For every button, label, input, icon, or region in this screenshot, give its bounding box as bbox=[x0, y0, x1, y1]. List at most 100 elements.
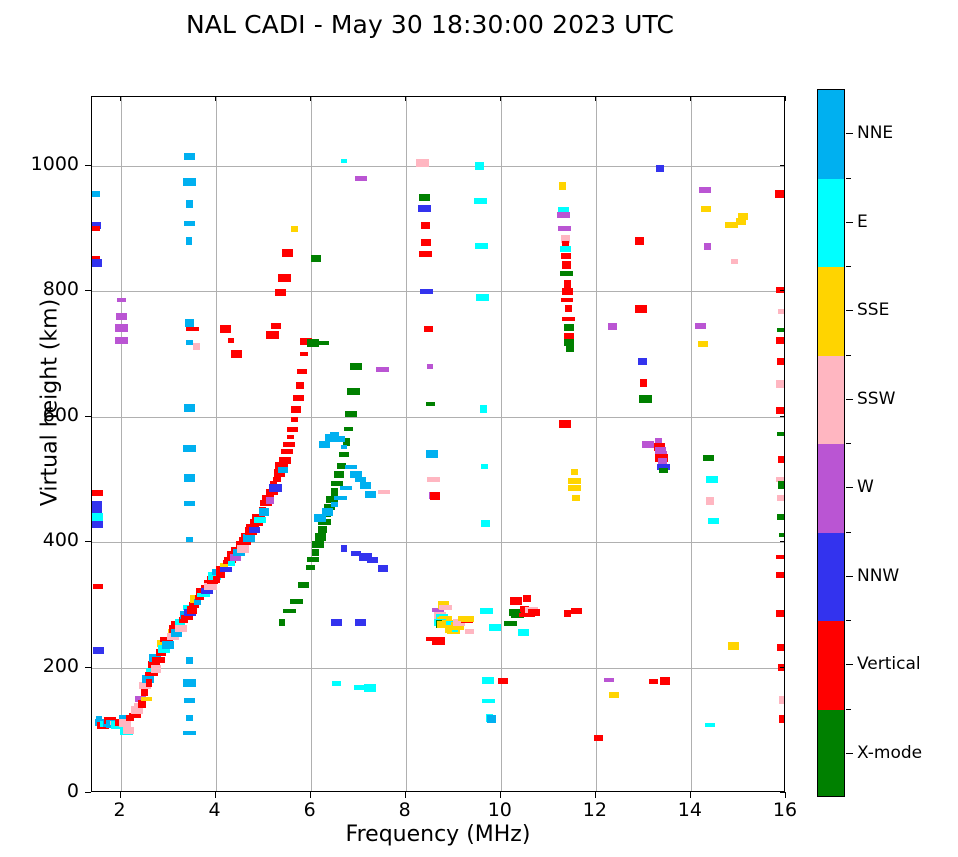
echo-point bbox=[279, 618, 286, 627]
echo-point bbox=[324, 504, 336, 510]
echo-point bbox=[311, 548, 319, 556]
y-tick-label: 400 bbox=[42, 529, 79, 552]
echo-point bbox=[510, 611, 524, 619]
echo-point bbox=[321, 508, 333, 516]
echo-point bbox=[564, 324, 575, 332]
echo-point bbox=[565, 344, 575, 352]
echo-point bbox=[366, 556, 379, 563]
echo-point bbox=[637, 357, 648, 366]
echo-point bbox=[183, 474, 196, 482]
echo-point bbox=[92, 259, 102, 267]
echo-point bbox=[186, 340, 193, 346]
x-tick-label: 2 bbox=[113, 799, 126, 821]
echo-point bbox=[421, 222, 431, 229]
echo-point bbox=[557, 211, 570, 219]
echo-point bbox=[655, 438, 663, 446]
y-tick-right bbox=[780, 165, 785, 166]
x-tick-label: 14 bbox=[677, 799, 702, 821]
echo-point bbox=[608, 692, 620, 699]
echo-point bbox=[286, 426, 299, 433]
echo-point bbox=[703, 455, 715, 462]
echo-point bbox=[364, 683, 377, 692]
echo-point bbox=[119, 718, 132, 727]
echo-point bbox=[186, 714, 193, 721]
echo-point bbox=[480, 405, 487, 414]
echo-point bbox=[558, 182, 567, 190]
echo-point bbox=[698, 340, 708, 348]
echo-point bbox=[568, 477, 581, 484]
echo-point bbox=[345, 411, 357, 418]
echo-point bbox=[461, 615, 474, 622]
echo-point bbox=[128, 712, 141, 718]
echo-point bbox=[475, 162, 484, 170]
echo-point bbox=[558, 225, 571, 232]
echo-point bbox=[344, 427, 354, 432]
echo-point bbox=[561, 316, 575, 322]
echo-point bbox=[331, 618, 343, 627]
echo-point bbox=[300, 337, 312, 346]
echo-point bbox=[779, 715, 784, 723]
echo-point bbox=[561, 234, 570, 243]
echo-point bbox=[731, 258, 739, 265]
colorbar-tick bbox=[846, 310, 853, 312]
echo-point bbox=[700, 205, 712, 212]
echo-point bbox=[561, 253, 572, 260]
echo-point bbox=[568, 485, 581, 492]
echo-point bbox=[642, 440, 655, 449]
echo-point bbox=[649, 679, 659, 684]
x-tick-label: 8 bbox=[398, 799, 411, 821]
echo-point bbox=[227, 337, 234, 343]
colorbar-tick bbox=[846, 221, 853, 223]
x-axis-title: Frequency (MHz) bbox=[345, 822, 531, 847]
x-tick bbox=[499, 792, 501, 798]
echo-point bbox=[330, 480, 343, 486]
echo-point bbox=[93, 646, 104, 654]
echo-point bbox=[141, 696, 153, 702]
echo-point bbox=[151, 665, 161, 673]
echo-point bbox=[425, 450, 439, 459]
gridline-horizontal bbox=[92, 291, 784, 293]
echo-point bbox=[185, 656, 194, 664]
echo-point bbox=[319, 440, 331, 448]
echo-point bbox=[558, 420, 572, 429]
echo-point bbox=[291, 225, 299, 232]
echo-point bbox=[273, 476, 282, 483]
echo-point bbox=[183, 679, 196, 688]
echo-point bbox=[777, 513, 784, 521]
echo-point bbox=[464, 628, 475, 634]
echo-point bbox=[359, 482, 372, 490]
echo-point bbox=[706, 476, 719, 483]
colorbar-segment-nnw bbox=[818, 532, 844, 622]
colorbar-label-nne: NNE bbox=[857, 123, 894, 144]
x-tick bbox=[785, 792, 786, 798]
echo-point bbox=[561, 287, 573, 296]
echo-point bbox=[194, 594, 205, 600]
echo-point bbox=[476, 293, 490, 302]
echo-point bbox=[215, 571, 226, 579]
echo-point bbox=[333, 470, 345, 479]
echo-point bbox=[306, 557, 320, 563]
colorbar-tick bbox=[846, 664, 853, 666]
colorbar-label-vertical: Vertical bbox=[857, 654, 921, 675]
echo-point bbox=[778, 532, 784, 537]
echo-point bbox=[561, 261, 572, 269]
echo-point bbox=[219, 567, 233, 573]
x-tick-top bbox=[214, 96, 216, 101]
echo-point bbox=[699, 186, 712, 193]
echo-point bbox=[333, 496, 347, 501]
echo-point bbox=[593, 735, 603, 741]
echo-point bbox=[307, 338, 319, 347]
echo-point bbox=[776, 380, 784, 389]
echo-point bbox=[559, 245, 572, 253]
echo-point bbox=[184, 404, 195, 412]
echo-point bbox=[287, 434, 295, 439]
echo-point bbox=[571, 608, 583, 615]
echo-point bbox=[92, 520, 104, 529]
echo-point bbox=[115, 312, 128, 321]
echo-point bbox=[343, 437, 350, 446]
echo-point bbox=[333, 436, 345, 443]
echo-point bbox=[420, 288, 433, 295]
colorbar-tick bbox=[846, 575, 853, 577]
echo-point bbox=[158, 644, 171, 653]
echo-point bbox=[183, 153, 196, 160]
